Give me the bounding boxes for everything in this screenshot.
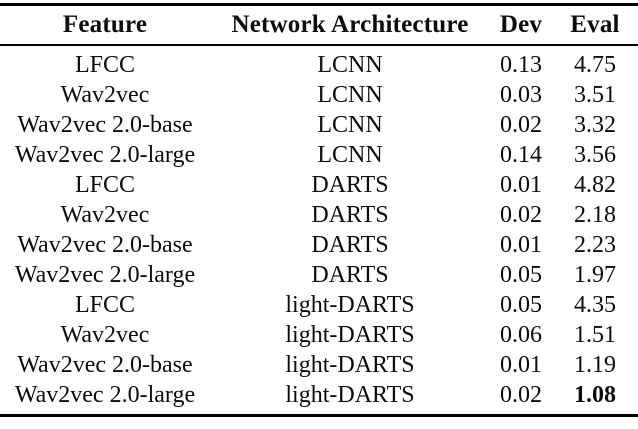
feature-cell: Wav2vec xyxy=(60,82,150,108)
table-row: Wav2vec DARTS 0.02 2.18 xyxy=(0,200,638,230)
eval-cell: 4.82 xyxy=(574,172,616,198)
arch-cell: light-DARTS xyxy=(285,382,415,408)
dev-cell: 0.02 xyxy=(500,202,542,228)
arch-cell: DARTS xyxy=(311,172,389,198)
feature-cell: Wav2vec 2.0-large xyxy=(14,142,196,168)
arch-cell: DARTS xyxy=(311,202,389,228)
feature-cell: Wav2vec xyxy=(60,202,150,228)
arch-cell: LCNN xyxy=(317,82,383,108)
table-row: LFCC LCNN 0.13 4.75 xyxy=(0,45,638,80)
eval-cell: 1.19 xyxy=(574,352,616,378)
eval-cell: 1.51 xyxy=(574,322,616,348)
header-row: Feature Network Architecture Dev Eval xyxy=(0,4,638,46)
dev-cell: 0.02 xyxy=(500,112,542,138)
dev-cell: 0.01 xyxy=(500,232,542,258)
column-header-feature: Feature xyxy=(0,4,210,46)
arch-cell: light-DARTS xyxy=(285,352,415,378)
dev-cell: 0.05 xyxy=(500,292,542,318)
dev-cell: 0.13 xyxy=(500,52,542,78)
table-row: Wav2vec 2.0-base LCNN 0.02 3.32 xyxy=(0,110,638,140)
table-row: Wav2vec 2.0-large light-DARTS 0.02 1.08 xyxy=(0,380,638,416)
feature-cell: Wav2vec 2.0-base xyxy=(17,232,193,258)
column-header-eval: Eval xyxy=(552,4,638,46)
dev-cell: 0.14 xyxy=(500,142,542,168)
feature-cell: Wav2vec 2.0-base xyxy=(17,112,193,138)
feature-cell: LFCC xyxy=(74,52,136,78)
arch-cell: LCNN xyxy=(317,52,383,78)
arch-cell: light-DARTS xyxy=(285,292,415,318)
dev-cell: 0.01 xyxy=(500,172,542,198)
eval-cell: 2.18 xyxy=(574,202,616,228)
table-row: LFCC DARTS 0.01 4.82 xyxy=(0,170,638,200)
table-row: Wav2vec 2.0-base light-DARTS 0.01 1.19 xyxy=(0,350,638,380)
eval-cell: 4.75 xyxy=(574,52,616,78)
dev-cell: 0.05 xyxy=(500,262,542,288)
arch-cell: light-DARTS xyxy=(285,322,415,348)
eval-cell: 4.35 xyxy=(574,292,616,318)
table-row: LFCC light-DARTS 0.05 4.35 xyxy=(0,290,638,320)
column-header-network-architecture: Network Architecture xyxy=(210,4,490,46)
feature-cell: Wav2vec xyxy=(60,322,150,348)
eval-cell: 3.51 xyxy=(574,82,616,108)
eval-cell: 3.32 xyxy=(574,112,616,138)
table-row: Wav2vec light-DARTS 0.06 1.51 xyxy=(0,320,638,350)
table-row: Wav2vec 2.0-base DARTS 0.01 2.23 xyxy=(0,230,638,260)
feature-cell: Wav2vec 2.0-base xyxy=(17,352,193,378)
dev-cell: 0.06 xyxy=(500,322,542,348)
eval-cell: 3.56 xyxy=(574,142,616,168)
arch-cell: LCNN xyxy=(317,112,383,138)
table-row: Wav2vec 2.0-large DARTS 0.05 1.97 xyxy=(0,260,638,290)
results-table: Feature Network Architecture Dev Eval LF… xyxy=(0,3,638,417)
eval-cell-best: 1.08 xyxy=(574,382,616,408)
table-row: Wav2vec 2.0-large LCNN 0.14 3.56 xyxy=(0,140,638,170)
feature-cell: Wav2vec 2.0-large xyxy=(14,262,196,288)
table-header: Feature Network Architecture Dev Eval xyxy=(0,4,638,46)
arch-cell: DARTS xyxy=(311,262,389,288)
dev-cell: 0.02 xyxy=(500,382,542,408)
column-header-dev: Dev xyxy=(490,4,552,46)
eval-cell: 1.97 xyxy=(574,262,616,288)
feature-cell: LFCC xyxy=(74,172,136,198)
eval-cell: 2.23 xyxy=(574,232,616,258)
arch-cell: DARTS xyxy=(311,232,389,258)
dev-cell: 0.01 xyxy=(500,352,542,378)
feature-cell: LFCC xyxy=(74,292,136,318)
table-body: LFCC LCNN 0.13 4.75 Wav2vec LCNN 0.03 3.… xyxy=(0,45,638,416)
feature-cell: Wav2vec 2.0-large xyxy=(14,382,196,408)
dev-cell: 0.03 xyxy=(500,82,542,108)
table-row: Wav2vec LCNN 0.03 3.51 xyxy=(0,80,638,110)
arch-cell: LCNN xyxy=(317,142,383,168)
